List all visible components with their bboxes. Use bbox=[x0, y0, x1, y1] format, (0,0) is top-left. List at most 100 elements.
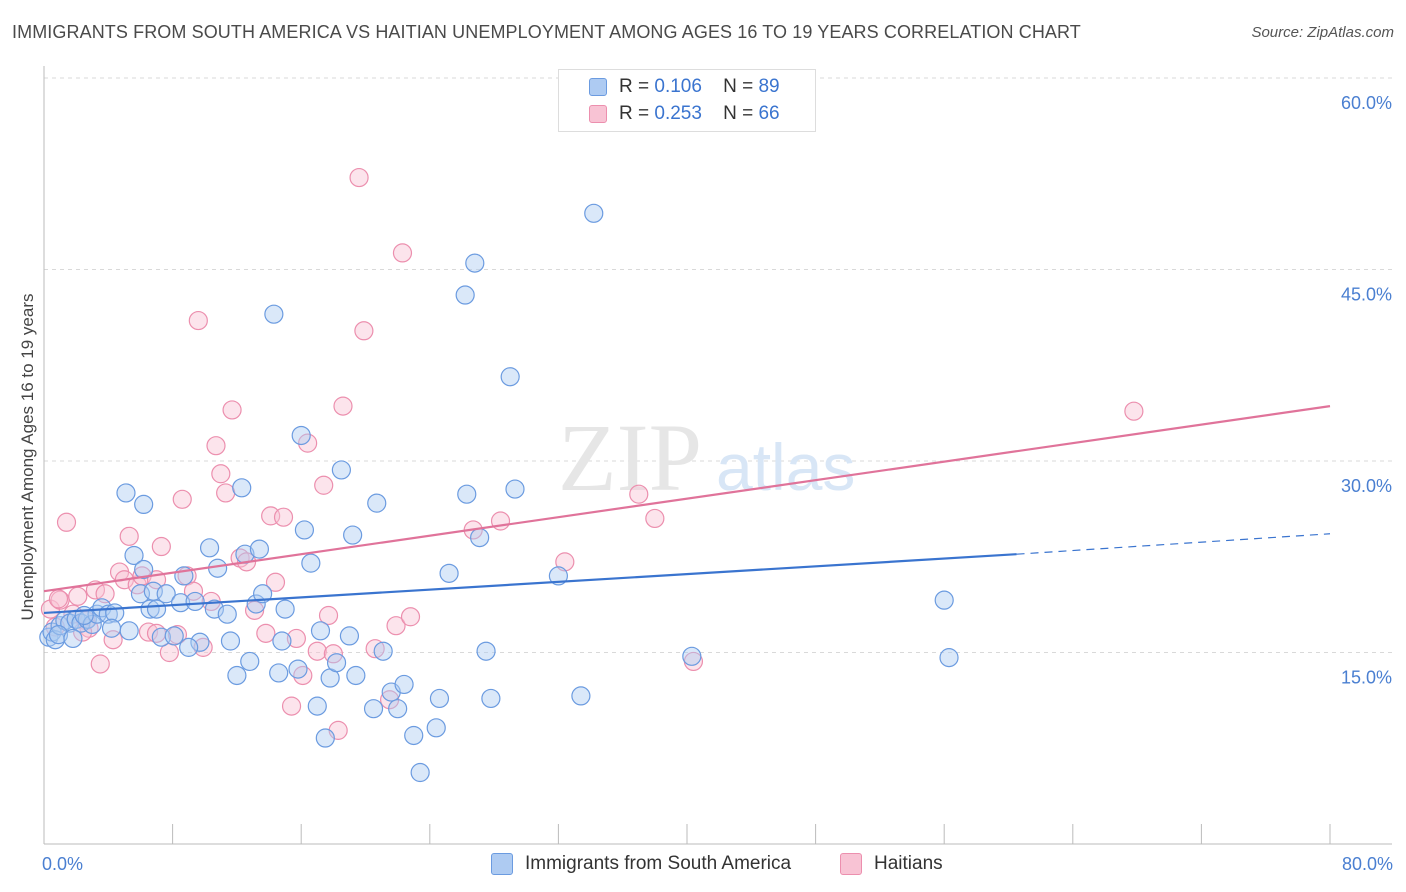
data-point-south-america bbox=[426, 718, 446, 738]
data-point-haitians bbox=[265, 572, 286, 592]
data-point-south-america bbox=[410, 762, 430, 783]
data-point-haitians bbox=[56, 512, 77, 532]
legend-row-south-america: R = 0.106 N = 89 bbox=[589, 75, 780, 99]
data-point-south-america bbox=[291, 425, 311, 446]
data-point-haitians bbox=[256, 623, 276, 643]
data-point-haitians bbox=[629, 484, 649, 504]
data-point-south-america bbox=[275, 599, 295, 619]
data-point-haitians bbox=[386, 616, 406, 636]
y-tick-label: 45.0% bbox=[1341, 285, 1392, 305]
data-point-haitians bbox=[273, 507, 294, 527]
data-point-haitians bbox=[48, 589, 69, 609]
data-point-haitians bbox=[286, 628, 306, 649]
data-point-south-america bbox=[199, 538, 220, 558]
data-point-haitians bbox=[555, 552, 575, 572]
data-point-south-america bbox=[373, 641, 393, 661]
data-point-south-america bbox=[232, 478, 252, 498]
legend-r-value: 0.106 bbox=[654, 76, 702, 97]
watermark-atlas: atlas bbox=[716, 430, 855, 504]
data-point-south-america bbox=[307, 696, 327, 716]
data-point-south-america bbox=[171, 593, 191, 613]
data-point-haitians bbox=[307, 641, 327, 661]
x-tick-label: 0.0% bbox=[42, 854, 83, 874]
legend-n-value: 66 bbox=[758, 103, 780, 124]
bottom-legend-haitians: Haitians bbox=[840, 852, 943, 876]
y-tick-label: 30.0% bbox=[1341, 476, 1392, 496]
trend-lines bbox=[43, 405, 1331, 615]
bottom-legend-label: Haitians bbox=[874, 853, 943, 874]
data-point-south-america bbox=[63, 628, 83, 649]
data-point-south-america bbox=[439, 563, 459, 583]
data-point-south-america bbox=[240, 651, 260, 672]
data-point-south-america bbox=[264, 304, 284, 324]
chart-title: IMMIGRANTS FROM SOUTH AMERICA VS HAITIAN… bbox=[12, 22, 1081, 42]
data-point-south-america bbox=[367, 493, 387, 513]
data-point-south-america bbox=[164, 626, 184, 646]
data-point-south-america bbox=[331, 460, 351, 480]
tick-labels: 15.0% 30.0% 45.0% 60.0% 0.0% 80.0% bbox=[42, 93, 1393, 874]
data-point-haitians bbox=[216, 483, 236, 503]
legend-r-label: R = bbox=[619, 103, 650, 124]
data-point-south-america bbox=[500, 367, 520, 387]
legend-swatch-blue bbox=[589, 78, 607, 96]
data-point-haitians bbox=[298, 433, 318, 453]
data-point-south-america bbox=[288, 659, 308, 679]
data-point-south-america bbox=[363, 699, 384, 719]
data-point-south-america bbox=[315, 728, 335, 748]
y-tick-label: 60.0% bbox=[1341, 93, 1392, 113]
data-point-south-america bbox=[505, 479, 525, 499]
data-point-south-america bbox=[124, 545, 144, 566]
legend-r-value: 0.253 bbox=[654, 103, 702, 124]
data-point-south-america bbox=[227, 665, 247, 686]
data-point-haitians bbox=[68, 586, 88, 606]
data-point-south-america bbox=[455, 285, 475, 305]
y-axis-label: Unemployment Among Ages 16 to 19 years bbox=[18, 294, 37, 621]
data-point-south-america bbox=[404, 725, 424, 746]
data-point-haitians bbox=[211, 464, 231, 484]
data-point-south-america bbox=[269, 663, 289, 683]
bottom-legend-swatch-blue bbox=[491, 853, 513, 875]
data-point-south-america bbox=[204, 599, 224, 619]
legend-n-label: N = bbox=[723, 76, 754, 97]
data-point-south-america bbox=[470, 527, 490, 548]
bottom-legend-swatch-pink bbox=[840, 853, 862, 875]
data-point-south-america bbox=[217, 604, 237, 624]
y-tick-label: 15.0% bbox=[1341, 668, 1392, 688]
data-point-haitians bbox=[314, 475, 334, 495]
data-point-south-america bbox=[429, 688, 450, 709]
data-point-south-america bbox=[146, 599, 167, 619]
gridlines bbox=[44, 77, 1392, 653]
data-point-south-america bbox=[134, 494, 154, 515]
data-point-south-america bbox=[584, 203, 604, 223]
data-point-south-america bbox=[101, 618, 122, 638]
axes bbox=[43, 66, 1392, 845]
bottom-legend-label: Immigrants from South America bbox=[525, 853, 792, 874]
data-point-haitians bbox=[206, 436, 226, 456]
data-point-haitians bbox=[167, 625, 188, 645]
data-point-haitians bbox=[392, 243, 413, 263]
data-point-south-america bbox=[939, 648, 959, 668]
x-tick-label: 80.0% bbox=[1342, 854, 1393, 874]
data-point-haitians bbox=[188, 310, 208, 331]
data-point-haitians bbox=[281, 696, 302, 716]
data-point-haitians bbox=[90, 654, 110, 674]
data-point-south-america bbox=[249, 539, 270, 559]
legend-n-label: N = bbox=[723, 103, 754, 124]
bottom-legend-south-america: Immigrants from South America bbox=[491, 852, 791, 876]
data-point-south-america bbox=[116, 483, 136, 503]
data-point-haitians bbox=[151, 536, 171, 557]
data-point-south-america bbox=[185, 591, 205, 612]
data-point-south-america bbox=[190, 632, 210, 652]
data-point-haitians bbox=[138, 622, 159, 642]
data-point-south-america bbox=[220, 631, 241, 651]
haitians-points bbox=[40, 167, 1144, 740]
data-point-haitians bbox=[333, 396, 353, 416]
data-point-haitians bbox=[318, 605, 339, 626]
data-point-haitians bbox=[119, 526, 139, 546]
legend-swatch-pink bbox=[589, 105, 607, 123]
data-point-haitians bbox=[183, 581, 204, 601]
data-point-south-america bbox=[476, 641, 496, 661]
data-point-haitians bbox=[193, 637, 213, 657]
data-point-south-america bbox=[394, 674, 414, 695]
